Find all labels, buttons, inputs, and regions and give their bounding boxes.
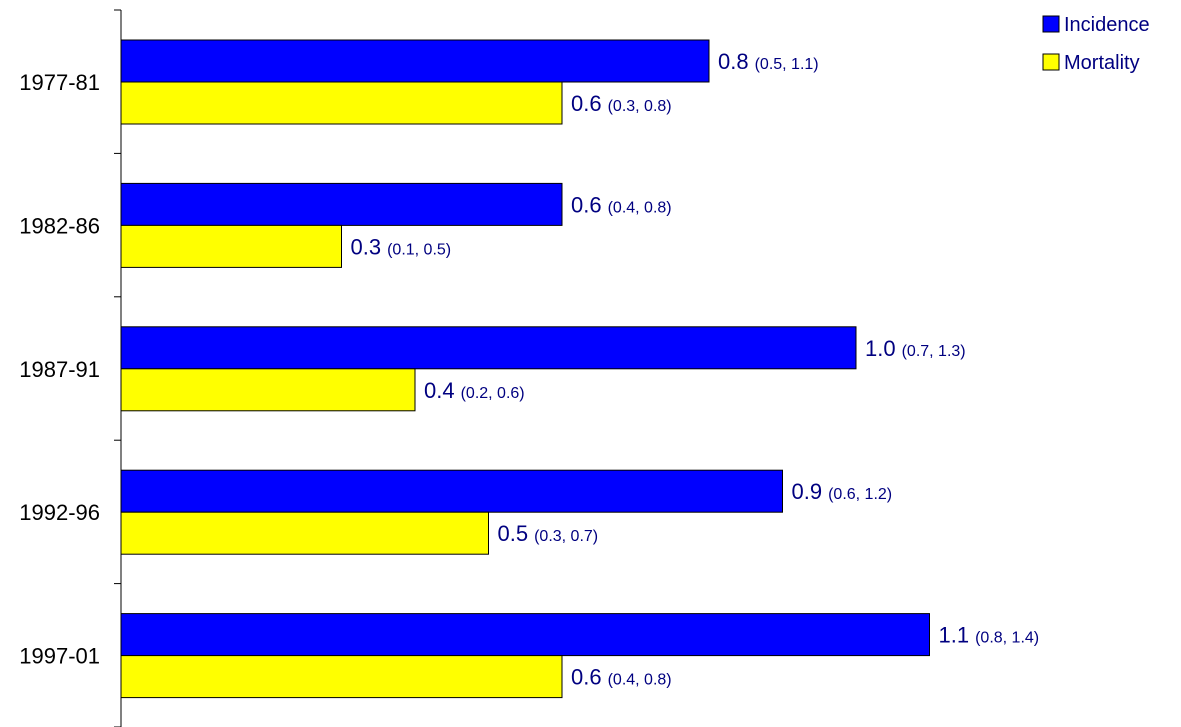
bar-incidence: [120, 326, 857, 370]
value-ci: (0.4, 0.8): [608, 199, 672, 216]
value-ci: (0.3, 0.7): [534, 528, 598, 545]
category-label: 1982-86: [19, 213, 100, 238]
value-main: 1.0: [865, 336, 896, 361]
value-label: 0.9 (0.6, 1.2): [792, 479, 893, 504]
category-label: 1992-96: [19, 500, 100, 525]
legend-swatch-mortality: [1042, 53, 1060, 71]
category-label: 1997-01: [19, 644, 100, 669]
value-main: 0.8: [718, 49, 749, 74]
value-label: 0.6 (0.4, 0.8): [571, 665, 672, 690]
bar-mortality: [120, 81, 563, 125]
value-ci: (0.1, 0.5): [387, 241, 451, 258]
value-main: 0.3: [351, 234, 382, 259]
value-ci: (0.6, 1.2): [828, 486, 892, 503]
value-ci: (0.7, 1.3): [902, 343, 966, 360]
category-labels: 1977-81 1982-86 1987-91 1992-96 1997-01: [19, 70, 100, 669]
legend-swatch-incidence: [1042, 15, 1060, 33]
category-label: 1977-81: [19, 70, 100, 95]
value-main: 0.6: [571, 91, 602, 116]
value-ci: (0.5, 1.1): [755, 56, 819, 73]
bar-incidence: [120, 182, 563, 226]
value-label: 0.6 (0.4, 0.8): [571, 192, 672, 217]
value-ci: (0.2, 0.6): [461, 385, 525, 402]
bar-incidence: [120, 39, 710, 83]
value-label: 0.3 (0.1, 0.5): [351, 234, 452, 259]
value-label: 0.8 (0.5, 1.1): [718, 49, 819, 74]
bar-incidence: [120, 613, 930, 657]
value-main: 0.4: [424, 378, 455, 403]
bar-mortality: [120, 368, 416, 412]
value-main: 0.6: [571, 665, 602, 690]
value-main: 0.9: [792, 479, 823, 504]
value-labels: 0.8 (0.5, 1.1)0.6 (0.3, 0.8)0.6 (0.4, 0.8)0…: [351, 49, 1040, 690]
bar-mortality: [120, 224, 342, 268]
y-axis-ticks: [114, 9, 121, 727]
bar-incidence: [120, 469, 783, 513]
value-label: 0.5 (0.3, 0.7): [498, 521, 599, 546]
value-ci: (0.8, 1.4): [975, 630, 1039, 647]
value-main: 0.6: [571, 192, 602, 217]
category-label: 1987-91: [19, 357, 100, 382]
bar-mortality: [120, 511, 489, 555]
value-ci: (0.3, 0.8): [608, 98, 672, 115]
value-main: 0.5: [498, 521, 529, 546]
value-ci: (0.4, 0.8): [608, 672, 672, 689]
value-main: 1.1: [939, 623, 970, 648]
value-label: 0.4 (0.2, 0.6): [424, 378, 525, 403]
value-label: 1.0 (0.7, 1.3): [865, 336, 966, 361]
legend: Incidence Mortality: [1042, 14, 1150, 74]
value-label: 1.1 (0.8, 1.4): [939, 623, 1040, 648]
bars: [120, 39, 930, 699]
bar-mortality: [120, 655, 563, 699]
legend-label-incidence: Incidence: [1064, 14, 1150, 36]
value-label: 0.6 (0.3, 0.8): [571, 91, 672, 116]
legend-label-mortality: Mortality: [1064, 52, 1140, 74]
